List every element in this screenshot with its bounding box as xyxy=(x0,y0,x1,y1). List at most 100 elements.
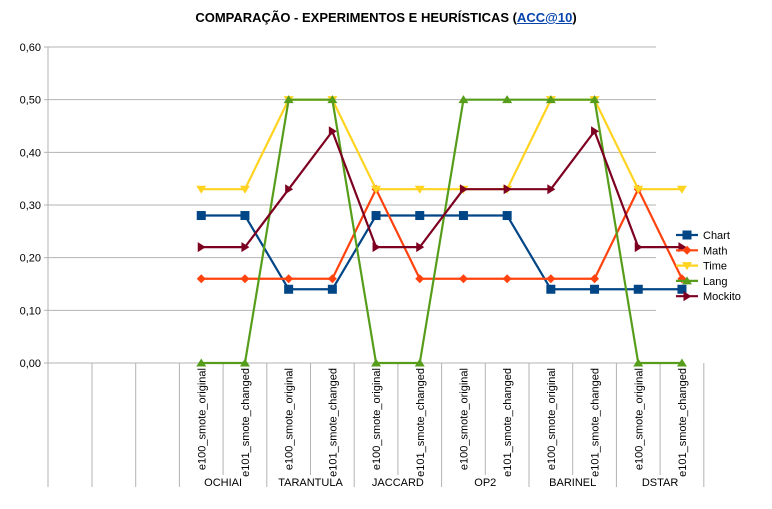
legend-label: Lang xyxy=(703,276,727,288)
data-point xyxy=(503,184,512,195)
legend: Chart Math Time Lang Mockito xyxy=(676,230,741,303)
legend-item: Chart xyxy=(676,230,730,242)
legend-label: Math xyxy=(703,245,727,257)
y-tick-label: 0,10 xyxy=(20,305,41,317)
data-point xyxy=(502,95,513,104)
chart-title: COMPARAÇÃO - EXPERIMENTOS E HEURÍSTICAS … xyxy=(0,10,772,25)
data-point xyxy=(676,358,687,367)
data-point xyxy=(677,284,687,294)
heuristic-label: OCHIAI xyxy=(204,477,242,489)
data-point xyxy=(546,274,556,284)
gridlines xyxy=(44,46,656,364)
experiment-label: e100_smote_original xyxy=(458,368,470,470)
data-point xyxy=(502,211,512,221)
y-tick-label: 0,50 xyxy=(20,95,41,107)
data-point xyxy=(633,358,644,367)
heuristic-label: TARANTULA xyxy=(278,477,343,489)
data-point xyxy=(372,242,381,253)
experiment-label: e101_smote_changed xyxy=(327,368,339,477)
experiment-label: e101_smote_changed xyxy=(240,368,252,477)
data-point xyxy=(683,291,692,302)
title-link[interactable]: ACC@10 xyxy=(517,10,573,25)
heuristic-label: OP2 xyxy=(474,477,496,489)
data-point xyxy=(241,242,250,253)
data-point xyxy=(415,274,425,284)
data-point xyxy=(327,274,337,284)
data-point xyxy=(416,242,425,253)
data-point xyxy=(458,274,468,284)
series-line xyxy=(201,98,682,191)
series-lines xyxy=(196,95,687,367)
heuristic-label: JACCARD xyxy=(372,477,424,489)
y-tick-label: 0,40 xyxy=(20,147,41,159)
experiment-label: e101_smote_changed xyxy=(415,368,427,477)
data-point xyxy=(682,230,692,240)
series-line xyxy=(201,214,682,291)
data-point xyxy=(459,184,468,195)
y-tick-label: 0,30 xyxy=(20,200,41,212)
legend-item: Time xyxy=(676,261,727,273)
heuristic-label: BARINEL xyxy=(549,477,596,489)
data-point xyxy=(371,185,382,194)
experiment-label: e100_smote_original xyxy=(546,368,558,470)
y-axis-ticks: 0,60 0,50 0,40 0,30 0,20 0,10 0,00 xyxy=(20,42,41,370)
data-point xyxy=(590,284,600,294)
title-suffix: ) xyxy=(572,10,577,25)
data-point xyxy=(239,358,250,367)
legend-item: Lang xyxy=(676,276,727,288)
data-point xyxy=(545,95,556,104)
data-point xyxy=(591,126,600,137)
data-point xyxy=(682,262,692,271)
series-line xyxy=(201,98,682,365)
legend-label: Chart xyxy=(703,230,730,242)
data-point xyxy=(633,185,644,194)
data-point xyxy=(589,95,600,104)
data-point xyxy=(196,274,206,284)
data-point xyxy=(283,95,294,104)
legend-label: Time xyxy=(703,261,727,273)
experiment-label: e100_smote_original xyxy=(633,368,645,470)
data-point xyxy=(414,185,425,194)
experiment-label: e101_smote_changed xyxy=(590,368,602,477)
data-point xyxy=(546,284,556,294)
heuristic-label: DSTAR xyxy=(642,477,679,489)
experiment-label: e100_smote_original xyxy=(284,368,296,470)
data-point xyxy=(285,184,294,195)
data-point xyxy=(371,211,381,221)
data-point xyxy=(239,185,250,194)
series-math xyxy=(196,184,687,284)
data-point xyxy=(196,358,207,367)
data-point xyxy=(634,242,643,253)
legend-label: Mockito xyxy=(703,291,741,303)
data-point xyxy=(633,284,643,294)
data-point xyxy=(682,276,692,285)
series-chart xyxy=(196,211,687,294)
data-point xyxy=(415,211,425,221)
data-point xyxy=(327,284,337,294)
experiment-label: e100_smote_original xyxy=(196,368,208,470)
experiment-label: e100_smote_original xyxy=(371,368,383,470)
y-tick-label: 0,20 xyxy=(20,253,41,265)
series-mockito xyxy=(197,126,687,253)
series-line xyxy=(201,130,682,249)
title-prefix: COMPARAÇÃO - EXPERIMENTOS E HEURÍSTICAS … xyxy=(195,10,517,25)
data-point xyxy=(458,211,468,221)
legend-item: Math xyxy=(676,245,727,257)
data-point xyxy=(676,185,687,194)
series-lang xyxy=(196,95,687,367)
data-point xyxy=(197,242,206,253)
data-point xyxy=(458,95,469,104)
data-point xyxy=(502,274,512,284)
data-point xyxy=(240,274,250,284)
data-point xyxy=(328,126,337,137)
experiment-label: e101_smote_changed xyxy=(502,368,514,477)
data-point xyxy=(547,184,556,195)
data-point xyxy=(371,358,382,367)
data-point xyxy=(196,211,206,221)
data-point xyxy=(414,358,425,367)
data-point xyxy=(196,185,207,194)
x-axis-category-table: e100_smote_original e101_smote_changedOCH… xyxy=(47,363,705,489)
data-point xyxy=(284,274,294,284)
data-point xyxy=(590,274,600,284)
